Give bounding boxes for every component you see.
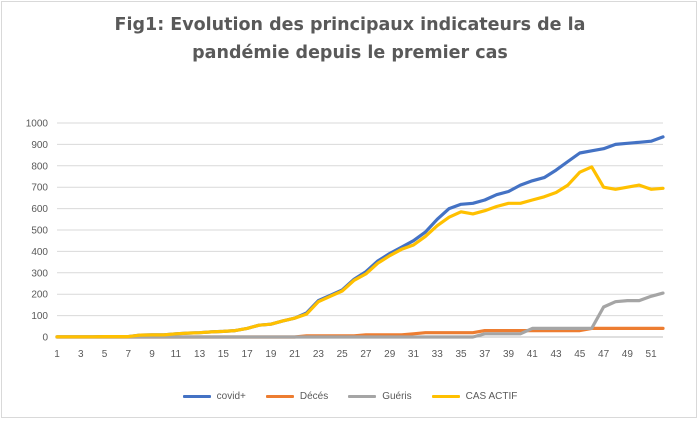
y-tick-label: 500 bbox=[31, 226, 48, 237]
x-tick-label: 21 bbox=[289, 349, 301, 360]
chart-title-line-2: pandémie depuis le premier cas bbox=[192, 43, 508, 63]
y-tick-label: 1000 bbox=[26, 119, 49, 130]
x-tick-label: 3 bbox=[78, 349, 84, 360]
x-tick-label: 27 bbox=[360, 349, 372, 360]
x-tick-label: 45 bbox=[574, 349, 586, 360]
legend-item: Décés bbox=[265, 390, 329, 402]
series-line-gu-ris bbox=[55, 291, 665, 339]
x-tick-label: 23 bbox=[313, 349, 325, 360]
legend-label: Décés bbox=[299, 390, 329, 402]
x-tick-label: 1 bbox=[54, 349, 60, 360]
y-tick-label: 100 bbox=[31, 311, 48, 322]
x-tick-label: 7 bbox=[126, 349, 132, 360]
x-tick-label: 35 bbox=[455, 349, 467, 360]
x-tick-label: 49 bbox=[622, 349, 634, 360]
legend-item: CAS ACTIF bbox=[431, 390, 518, 402]
y-tick-label: 300 bbox=[31, 268, 48, 279]
y-tick-label: 200 bbox=[31, 290, 48, 301]
x-tick-label: 9 bbox=[149, 349, 155, 360]
x-tick-label: 39 bbox=[503, 349, 515, 360]
legend-label: Guéris bbox=[382, 390, 412, 402]
x-tick-label: 47 bbox=[598, 349, 610, 360]
y-tick-label: 0 bbox=[42, 333, 48, 344]
x-tick-label: 43 bbox=[550, 349, 562, 360]
legend-item: Guéris bbox=[348, 390, 412, 402]
chart-title: Fig1: Evolution des principaux indicateu… bbox=[0, 11, 700, 67]
y-tick-label: 800 bbox=[31, 161, 48, 172]
x-tick-label: 33 bbox=[432, 349, 444, 360]
x-tick-label: 13 bbox=[194, 349, 206, 360]
series-line-covid bbox=[55, 135, 665, 339]
legend-swatch bbox=[348, 394, 377, 398]
x-tick-label: 31 bbox=[408, 349, 420, 360]
legend-swatch bbox=[182, 394, 211, 398]
legend: covid+ Décés Guéris CAS ACTIF bbox=[0, 388, 700, 404]
legend-label: CAS ACTIF bbox=[465, 390, 518, 402]
x-tick-label: 15 bbox=[218, 349, 230, 360]
y-tick-label: 400 bbox=[31, 247, 48, 258]
x-tick-label: 51 bbox=[646, 349, 658, 360]
chart-title-line-1: Fig1: Evolution des principaux indicateu… bbox=[114, 15, 586, 35]
y-tick-label: 600 bbox=[31, 204, 48, 215]
y-tick-label: 900 bbox=[31, 140, 48, 151]
x-tick-label: 37 bbox=[479, 349, 491, 360]
series-line-cas-actif bbox=[55, 165, 665, 339]
legend-label: covid+ bbox=[216, 390, 246, 402]
x-tick-label: 17 bbox=[242, 349, 254, 360]
x-tick-label: 11 bbox=[171, 349, 182, 360]
legend-swatch bbox=[265, 394, 294, 398]
legend-item: covid+ bbox=[182, 390, 246, 402]
x-tick-label: 41 bbox=[527, 349, 539, 360]
legend-swatch bbox=[431, 394, 460, 398]
x-tick-label: 29 bbox=[384, 349, 396, 360]
x-tick-label: 25 bbox=[337, 349, 349, 360]
x-tick-label: 5 bbox=[102, 349, 108, 360]
x-tick-label: 19 bbox=[265, 349, 277, 360]
y-tick-label: 700 bbox=[31, 183, 48, 194]
